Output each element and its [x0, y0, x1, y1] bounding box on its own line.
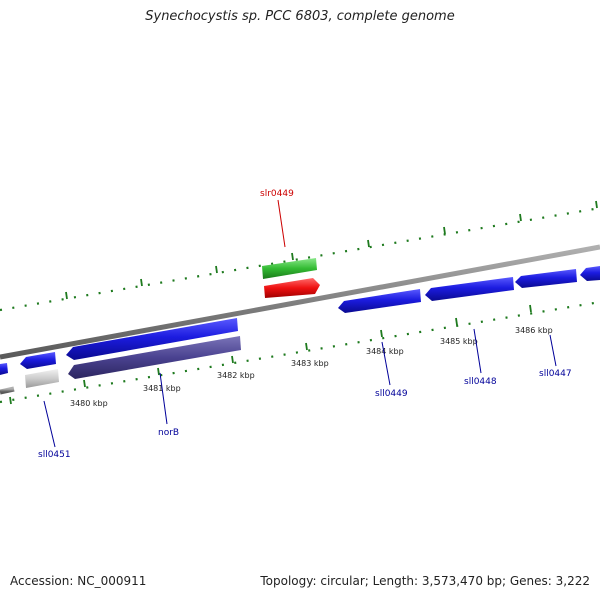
gene-sll0448[interactable]	[425, 277, 514, 301]
gene-labels: slr0449 sll0451 norB sll0449 sll0448 sll…	[38, 189, 572, 460]
leader-sll0448	[473, 328, 482, 374]
gene-norB[interactable]	[68, 336, 241, 379]
backbone-lower	[0, 386, 15, 395]
kbp-label-3482: 3482 kbp	[217, 371, 255, 380]
accession-text: Accession: NC_000911	[10, 574, 147, 588]
outer-tick-track	[0, 200, 600, 312]
leader-sll0451	[43, 400, 56, 448]
genome-backbone	[0, 244, 600, 395]
kbp-label-3485: 3485 kbp	[440, 337, 478, 346]
inner-lane-genes	[25, 336, 241, 388]
label-sll0448[interactable]: sll0448	[464, 377, 497, 387]
label-sll0451[interactable]: sll0451	[38, 450, 71, 460]
leader-sll0449	[381, 341, 391, 386]
gene-slr0449-green[interactable]	[262, 258, 317, 279]
label-sll0447[interactable]: sll0447	[539, 369, 572, 379]
kbp-label-3483: 3483 kbp	[291, 359, 329, 368]
gene-gray[interactable]	[25, 369, 59, 388]
gene-sll0451[interactable]	[20, 352, 56, 369]
leader-slr0449	[277, 199, 286, 248]
leader-sll0447	[549, 334, 557, 367]
inner-major-ticks	[9, 304, 532, 405]
outer-major-ticks	[65, 200, 598, 300]
leader-norB	[159, 372, 168, 425]
reverse-strand-genes	[0, 266, 600, 375]
gene-fragment-left[interactable]	[0, 363, 8, 375]
inner-tick-track	[0, 300, 600, 405]
gene-norB-upper[interactable]	[66, 318, 238, 360]
backbone-upper	[0, 244, 600, 360]
label-norB[interactable]: norB	[158, 428, 179, 438]
forward-strand-genes	[262, 258, 320, 298]
kbp-label-3484: 3484 kbp	[366, 347, 404, 356]
gene-sll0447[interactable]	[515, 269, 577, 288]
kbp-label-3486: 3486 kbp	[515, 326, 553, 335]
gene-sll0449[interactable]	[338, 289, 421, 313]
inner-minor-ticks	[0, 300, 600, 404]
map-title: Synechocystis sp. PCC 6803, complete gen…	[145, 9, 455, 24]
label-sll0449[interactable]: sll0449	[375, 389, 408, 399]
kbp-label-3480: 3480 kbp	[70, 399, 108, 408]
gene-label-leaders	[43, 199, 557, 448]
genome-stats-text: Topology: circular; Length: 3,573,470 bp…	[260, 574, 590, 588]
gene-slr0449[interactable]	[264, 278, 320, 298]
label-slr0449[interactable]: slr0449	[260, 189, 294, 199]
gene-fragment-right[interactable]	[580, 266, 600, 281]
outer-minor-ticks	[0, 206, 600, 312]
